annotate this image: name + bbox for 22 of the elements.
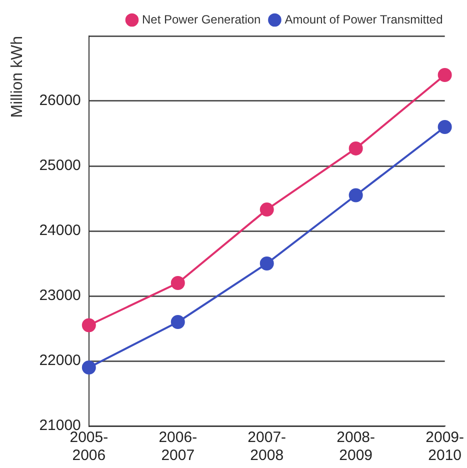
point [438,68,452,82]
point [348,141,363,156]
y-tick-label: 25000 [39,157,81,174]
x-tick-label: 2006- 2007 [158,429,198,464]
y-axis-title: Million kWh [9,36,26,118]
point [170,276,185,290]
y-tick-label: 24000 [39,222,81,240]
legend-label: Net Power Generation [142,12,261,26]
x-tick-label: 2009- 2010 [426,429,464,464]
y-tick-label: 26000 [39,92,81,110]
point [170,315,185,329]
point [82,360,96,374]
x-tick-label: 2008- 2009 [336,429,376,464]
point [260,202,274,217]
point [348,188,363,202]
y-tick-label: 23000 [39,287,81,304]
y-tick-label: 22000 [39,352,81,370]
point [438,120,452,134]
point [260,256,274,270]
x-tick-label: 2007- 2008 [248,429,286,464]
legend-label: Amount of Power Transmitted [284,12,443,26]
point [82,318,96,332]
